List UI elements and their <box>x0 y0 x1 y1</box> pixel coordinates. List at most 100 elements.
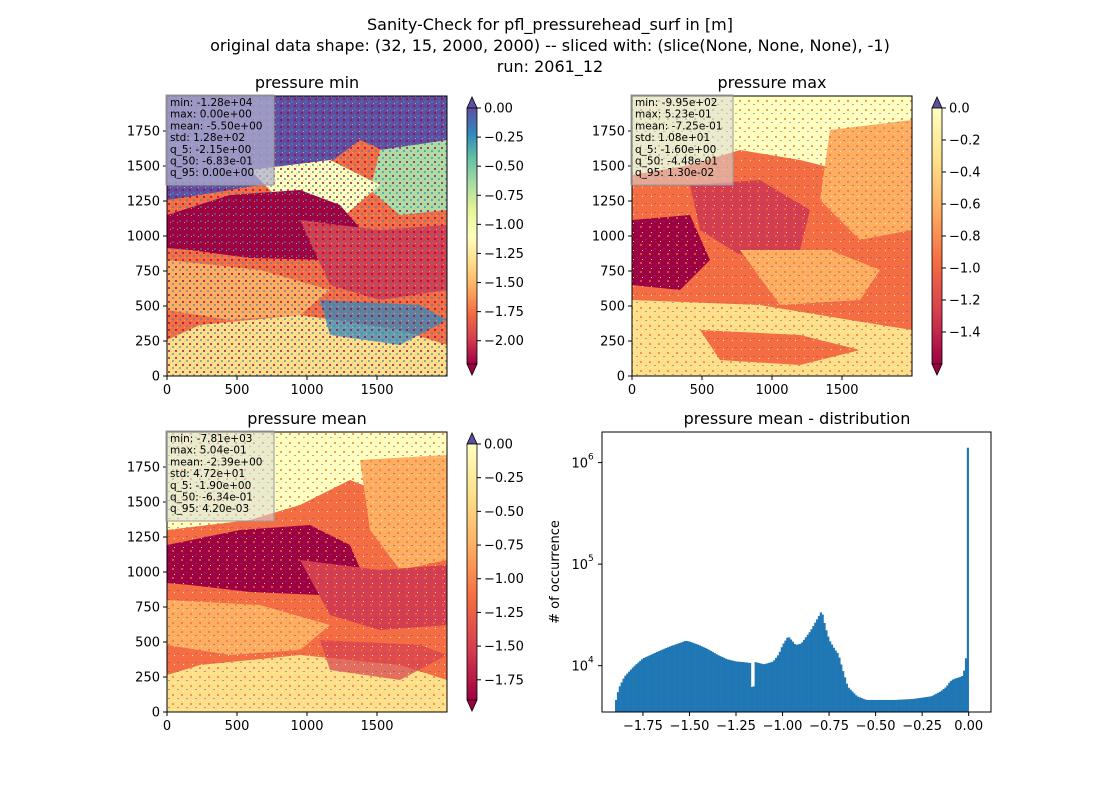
histogram-bar <box>763 664 767 712</box>
colorbar: 0.0 −0.2 −0.4 −0.6 −0.8 −1.0 −1.2 −1.4 <box>931 96 981 376</box>
histogram-bar <box>709 650 713 712</box>
histogram-bar <box>808 632 811 712</box>
x-tick-label: 1000 <box>755 383 788 398</box>
stats-box <box>165 430 275 522</box>
histogram-bar <box>838 657 841 712</box>
histogram-bar <box>927 696 930 712</box>
histogram-bar <box>639 660 642 712</box>
colorbar-extend-top <box>466 96 478 109</box>
histogram-bar <box>884 699 888 712</box>
histogram-bar <box>691 642 694 712</box>
histogram-bar <box>711 652 714 712</box>
histogram-bar <box>832 647 835 712</box>
histogram-bar <box>626 673 629 712</box>
colorbar-tick-label: −1.4 <box>949 326 981 341</box>
y-tick-label: 750 <box>135 601 160 616</box>
histogram-bar <box>879 699 882 712</box>
y-tick-label: 1500 <box>127 496 160 511</box>
y-tick-label: 1000 <box>592 230 625 245</box>
histogram-bar <box>803 639 806 712</box>
histogram-bar <box>622 678 625 712</box>
histogram-bar <box>674 644 677 712</box>
y-tick-label: 0 <box>617 370 625 385</box>
figure-title-line-1: Sanity-Check for pfl_pressurehead_surf i… <box>367 15 733 35</box>
histogram-bar <box>836 652 839 712</box>
y-tick-label: 10 <box>571 457 588 472</box>
histogram-bar <box>918 698 921 712</box>
histogram-bar <box>680 642 683 712</box>
axis-ticks: −1.75 −1.50 −1.25 −1.00 −0.75 −0.50 −0.25 0.00 1… <box>571 453 983 734</box>
histogram-bar <box>637 662 640 712</box>
x-tick-label: 500 <box>225 383 250 398</box>
stats-line: max: 0.00e+00 <box>170 109 252 121</box>
colorbar-extend-top <box>931 96 943 109</box>
histogram-bar <box>665 648 668 712</box>
colorbar-tick-label: −2.00 <box>484 334 524 349</box>
histogram-bar <box>667 647 670 712</box>
histogram-bar <box>896 699 899 712</box>
axes-frame <box>601 431 992 713</box>
histogram-bar <box>676 643 679 712</box>
histogram-bar <box>946 685 949 712</box>
y-tick-label: 750 <box>600 265 625 280</box>
y-tick-label: 1750 <box>127 125 160 140</box>
histogram-bar <box>825 630 828 712</box>
axis-ticks: 0 500 1000 1500 0 250 500 750 1000 1250 1500 1750 <box>592 125 859 399</box>
histogram-bar <box>819 612 822 712</box>
histogram-bar <box>951 679 955 712</box>
axis-ticks: 0 500 1000 1500 0 250 500 750 1000 1250 1500 1750 <box>127 125 394 399</box>
histogram-bar <box>717 655 720 712</box>
histogram-bar <box>669 646 672 712</box>
histogram-bar <box>920 697 923 712</box>
histogram-bar <box>767 662 770 712</box>
colorbar-tick-label: −0.75 <box>484 539 524 554</box>
x-tick-label: −0.25 <box>902 719 942 734</box>
y-tick-label: 500 <box>600 300 625 315</box>
histogram-bar <box>909 699 912 712</box>
histogram-bar <box>814 622 817 712</box>
stats-line: q_50: -6.83e-01 <box>170 156 253 168</box>
histogram-bar <box>737 661 741 712</box>
histogram-bar <box>652 653 655 712</box>
histogram-bar <box>961 675 964 712</box>
histogram-title: pressure mean - distribution <box>684 409 911 428</box>
histogram-bar <box>615 700 618 712</box>
stats-line: q_95: 4.20e-03 <box>170 503 249 515</box>
histogram-bar <box>801 642 804 712</box>
histogram-bar <box>635 664 638 712</box>
histogram-bar <box>899 699 902 712</box>
histogram-bar <box>706 648 709 712</box>
histogram-bar <box>788 637 791 712</box>
histogram-bar <box>868 699 871 712</box>
histogram-bar <box>736 661 739 712</box>
histogram-bar <box>923 697 927 712</box>
stats-line: mean: -2.39e+00 <box>170 456 262 468</box>
histogram-bar <box>842 671 845 712</box>
histogram-bar <box>823 622 826 712</box>
y-tick-label: 0 <box>152 370 160 385</box>
stats-line: q_5: -1.90e+00 <box>170 480 251 492</box>
histogram-bar <box>858 697 862 712</box>
colorbar-extend-bottom <box>931 363 943 376</box>
histogram-bar <box>756 662 759 712</box>
histogram-bar <box>864 699 867 712</box>
histogram-bar <box>715 654 718 712</box>
histogram-bar <box>804 637 808 712</box>
histogram-bar <box>827 636 830 712</box>
histogram-bar <box>741 662 744 712</box>
histogram-bar <box>743 662 746 712</box>
colorbar: 0.00 −0.25 −0.50 −0.75 −1.00 −1.25 −1.50 −1.75 −… <box>466 96 524 376</box>
heatmap-pressure-min: pressure min 0 500 1000 1500 0 250 500 750 1000 1… <box>127 73 524 398</box>
stats-line: q_95: 1.30e-02 <box>635 167 714 179</box>
y-tick-label: 10 <box>571 660 588 675</box>
histogram-bar <box>907 699 910 712</box>
x-tick-label: 0 <box>163 383 171 398</box>
histogram-bar <box>886 699 889 712</box>
histogram-bar <box>942 689 945 712</box>
histogram-bar <box>752 686 755 712</box>
colorbar-tick-label: −0.50 <box>484 505 524 520</box>
histogram-bar <box>618 686 621 712</box>
histogram-pressure-mean-distribution: pressure mean - distribution −1.75 −1.50−… <box>548 409 992 734</box>
stats-line: min: -9.95e+02 <box>635 97 717 109</box>
